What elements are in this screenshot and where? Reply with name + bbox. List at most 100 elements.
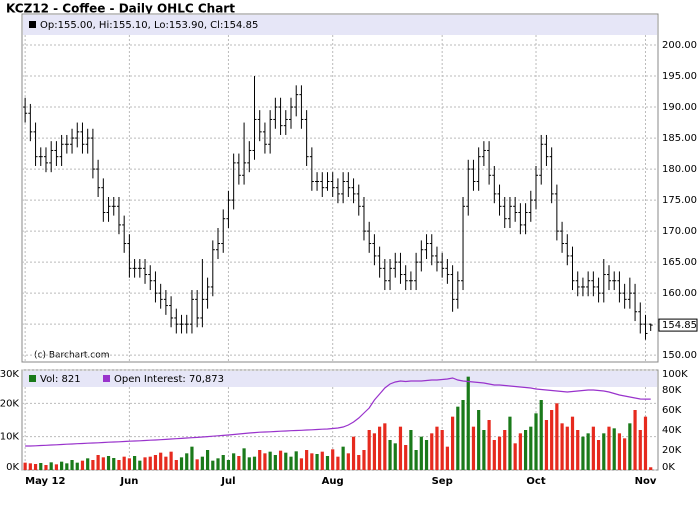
volume-bar xyxy=(148,456,152,470)
volume-bar xyxy=(315,454,319,470)
volume-bar xyxy=(451,416,455,470)
y-tick-label: 190.00 xyxy=(662,102,697,113)
x-tick-label: Jun xyxy=(119,476,138,487)
y-tick-label: 0K xyxy=(6,462,19,473)
price-panel xyxy=(21,13,659,363)
volume-bar xyxy=(591,426,595,470)
volume-bar xyxy=(195,459,199,470)
volume-bar xyxy=(117,460,121,470)
volume-bar xyxy=(263,453,267,470)
volume-bar xyxy=(518,433,522,470)
chart-title: KCZ12 - Coffee - Daily OHLC Chart xyxy=(6,2,235,16)
volume-bar xyxy=(623,438,627,470)
volume-bar xyxy=(362,450,366,470)
oi-legend-swatch xyxy=(103,375,110,382)
volume-bar xyxy=(607,426,611,470)
volume-bar xyxy=(372,433,377,470)
price-legend: Op:155.00, Hi:155.10, Lo:153.90, Cl:154.… xyxy=(40,20,258,31)
y2-tick-label: 20K xyxy=(662,445,682,456)
x-tick-label: Nov xyxy=(635,476,657,487)
volume-bar xyxy=(33,464,38,470)
volume-bar xyxy=(393,443,397,470)
volume-bar xyxy=(310,453,314,470)
y-tick-label: 20K xyxy=(0,398,19,409)
volume-bar xyxy=(258,450,262,470)
x-tick-label: Sep xyxy=(432,476,453,487)
volume-bar xyxy=(555,403,559,470)
volume-bar xyxy=(153,455,158,470)
volume-bar xyxy=(96,455,100,470)
volume-bar xyxy=(133,456,137,470)
volume-legend: Vol: 821 xyxy=(40,374,81,385)
x-tick-label: May 12 xyxy=(25,476,65,487)
volume-bar xyxy=(497,436,502,470)
volume-bar xyxy=(596,440,601,470)
volume-bar xyxy=(346,453,350,470)
volume-bar xyxy=(101,457,105,470)
volume-bar xyxy=(617,433,622,470)
volume-bar xyxy=(44,465,48,470)
volume-bar xyxy=(60,461,64,470)
volume-bar xyxy=(643,416,648,470)
y-tick-label: 185.00 xyxy=(662,133,697,144)
y-tick-label: 180.00 xyxy=(662,164,697,175)
volume-bar xyxy=(23,462,27,470)
y2-tick-label: 0K xyxy=(662,462,675,473)
volume-bar xyxy=(378,426,382,470)
volume-bar xyxy=(247,457,251,470)
volume-bar xyxy=(581,436,585,470)
volume-bar xyxy=(179,457,184,470)
volume-bar xyxy=(487,420,491,470)
y-tick-label: 195.00 xyxy=(662,71,697,82)
volume-bar xyxy=(534,413,538,470)
volume-bar xyxy=(404,445,408,470)
volume-bar xyxy=(190,446,194,470)
y-tick-label: 200.00 xyxy=(662,40,697,51)
volume-bar xyxy=(529,426,533,470)
volume-bar xyxy=(570,416,575,470)
volume-bar xyxy=(325,456,330,470)
volume-bar xyxy=(70,460,74,470)
oi-legend: Open Interest: 70,873 xyxy=(114,374,224,385)
volume-bar xyxy=(565,426,569,470)
volume-bar xyxy=(86,458,90,470)
volume-bar xyxy=(586,433,590,470)
volume-bar xyxy=(367,430,371,470)
y2-tick-label: 60K xyxy=(662,405,682,416)
volume-bar xyxy=(336,456,340,470)
y-tick-label: 10K xyxy=(0,432,19,443)
volume-bar xyxy=(273,455,277,470)
price-legend-swatch xyxy=(29,21,36,28)
volume-legend-swatch xyxy=(29,375,36,382)
volume-bar xyxy=(560,423,564,470)
volume-bar xyxy=(638,430,642,470)
volume-bar xyxy=(477,410,481,470)
volume-bar xyxy=(482,430,486,470)
volume-bar xyxy=(127,458,131,470)
volume-bar xyxy=(242,448,246,470)
y-tick-label: 160.00 xyxy=(662,288,697,299)
volume-bar xyxy=(357,455,361,470)
volume-bar xyxy=(39,463,43,470)
volume-bar xyxy=(503,430,507,470)
volume-bar xyxy=(268,451,272,470)
volume-bar xyxy=(508,416,512,470)
y-tick-label: 165.00 xyxy=(662,257,697,268)
volume-bar xyxy=(221,455,225,470)
volume-bar xyxy=(430,433,434,470)
x-tick-label: Jul xyxy=(220,476,235,487)
y2-tick-label: 80K xyxy=(662,385,682,396)
x-tick-label: Oct xyxy=(526,476,545,487)
volume-bar xyxy=(461,400,465,470)
volume-bar xyxy=(91,460,95,470)
volume-bar xyxy=(278,450,283,470)
volume-bar xyxy=(284,452,288,470)
volume-bar xyxy=(49,462,53,470)
price-header xyxy=(23,15,657,35)
volume-bar xyxy=(440,430,444,470)
volume-bar xyxy=(419,436,423,470)
volume-bar xyxy=(112,458,116,470)
volume-bar xyxy=(305,450,309,470)
volume-bar xyxy=(143,457,147,470)
